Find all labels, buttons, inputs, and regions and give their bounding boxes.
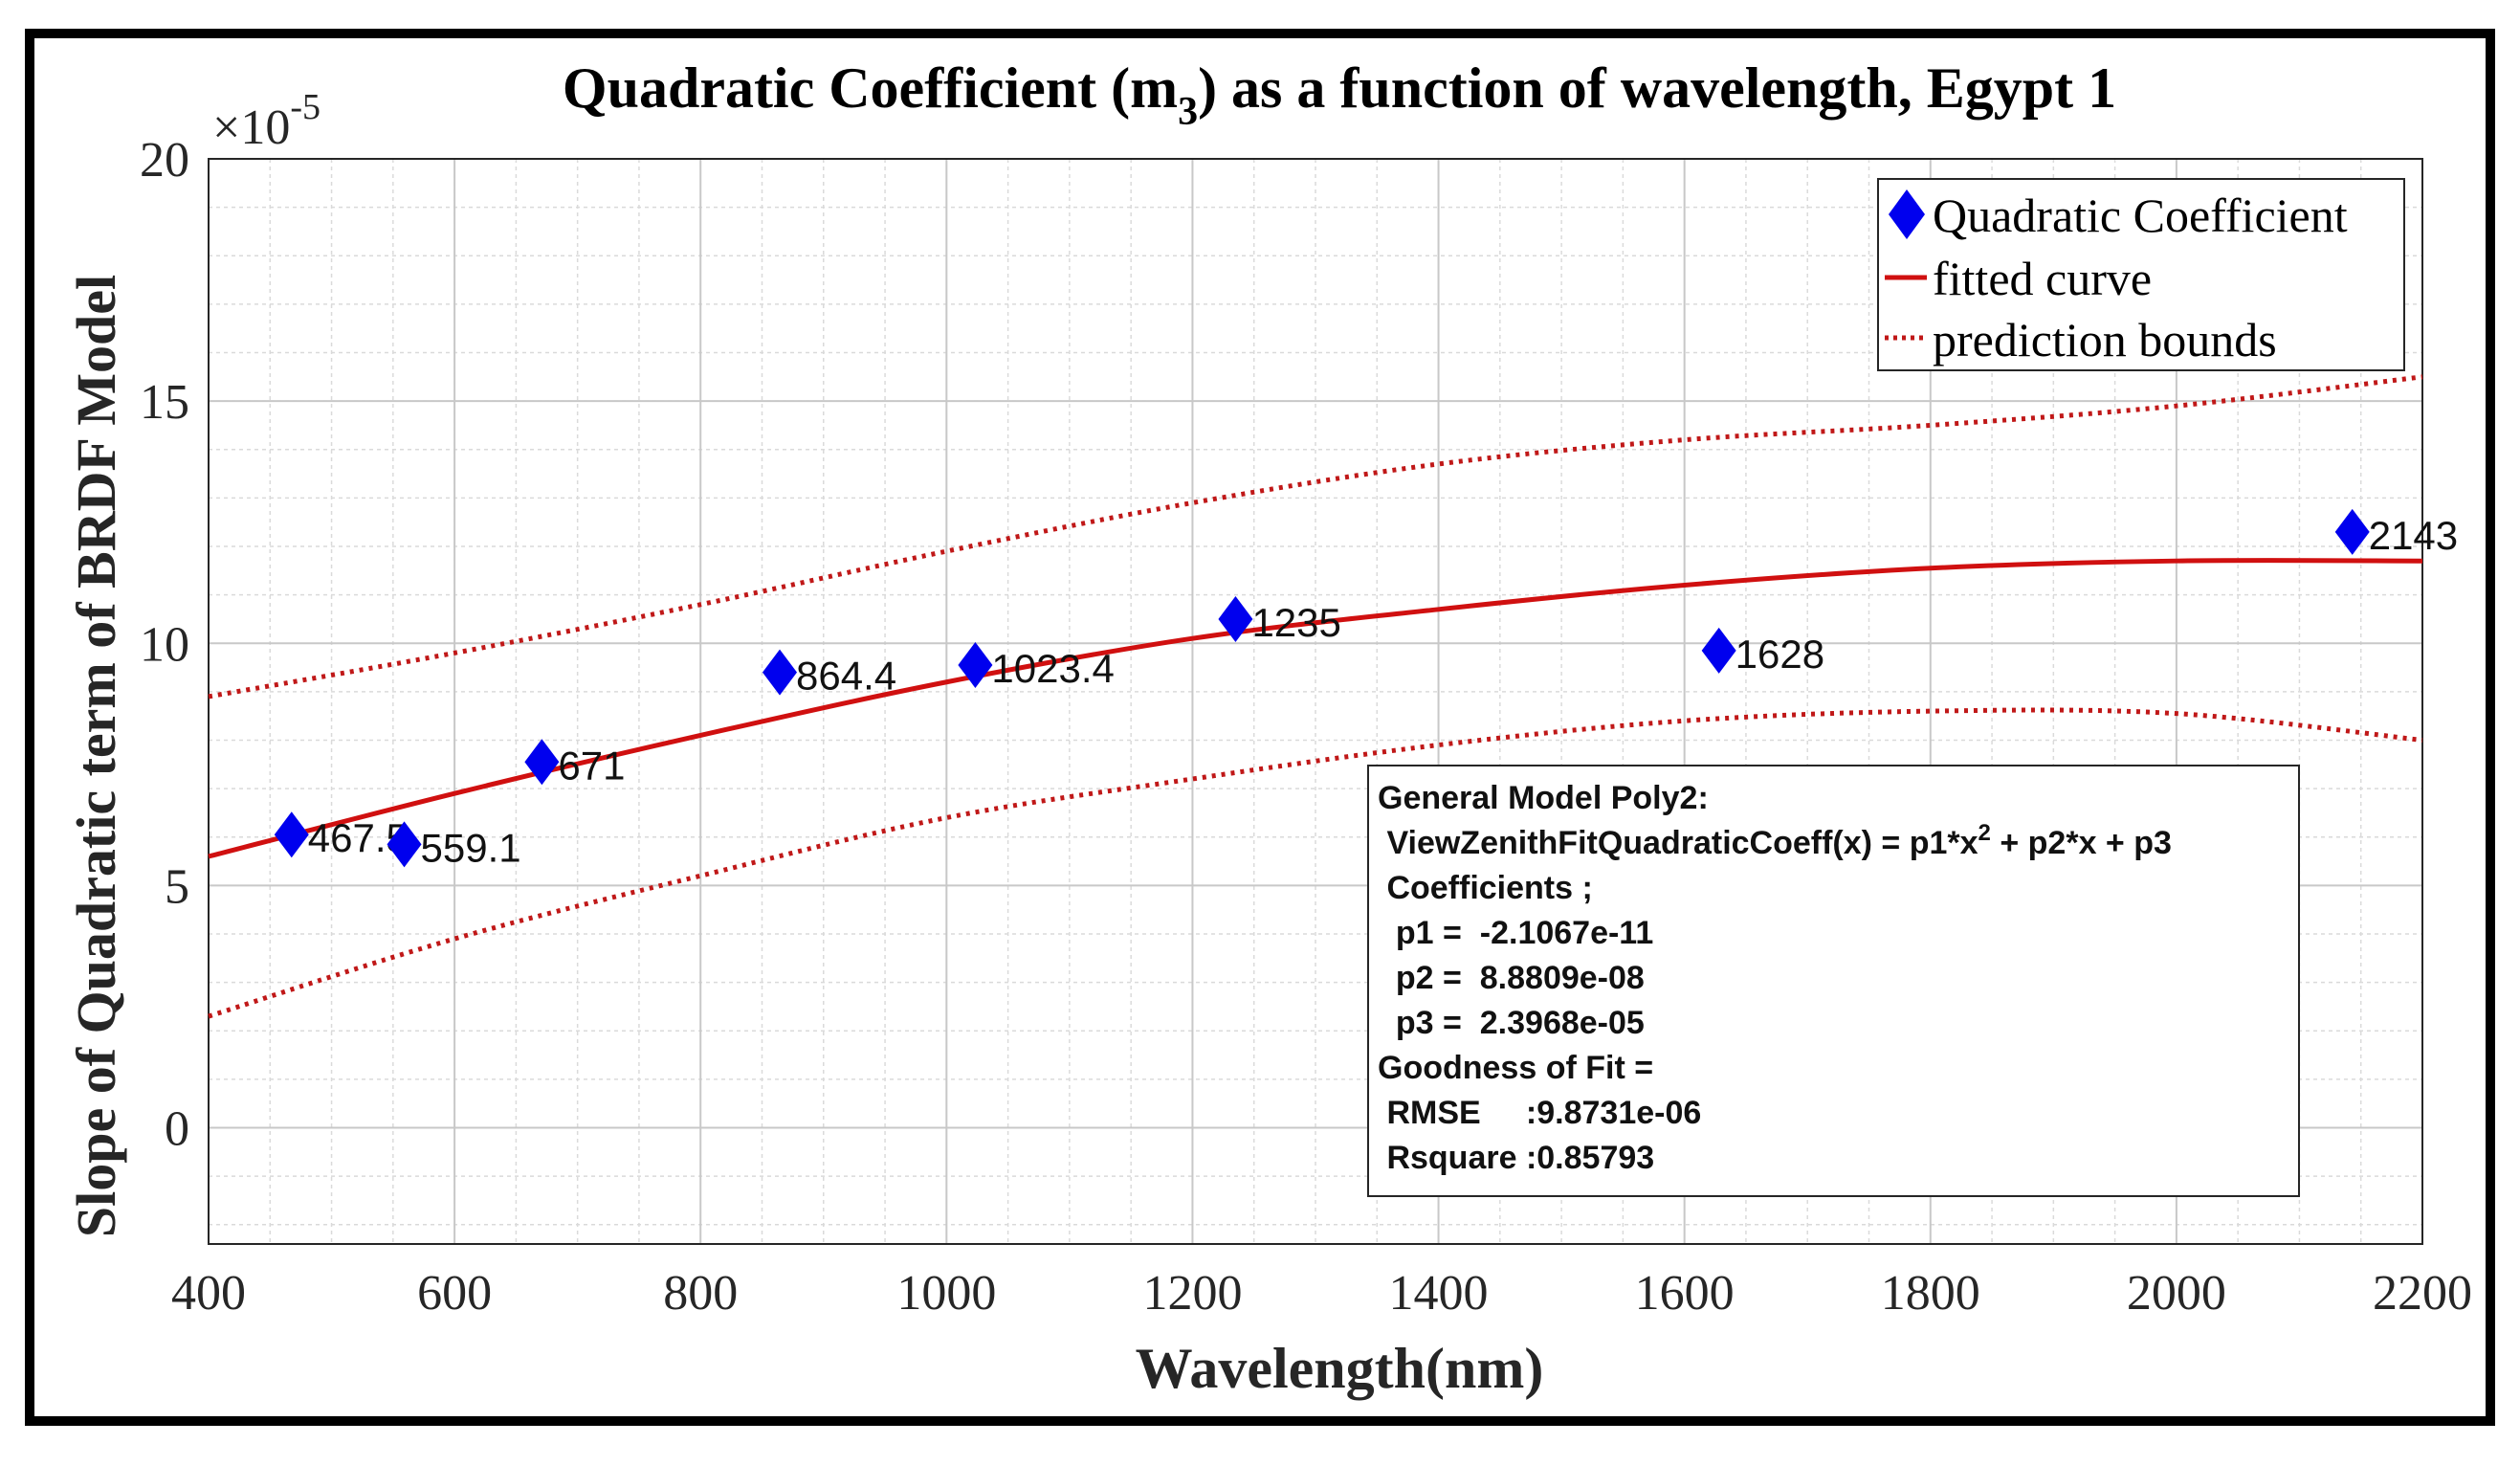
data-point-label: 1023.4 — [991, 646, 1114, 691]
data-point — [763, 649, 798, 696]
y-tick-label: 20 — [140, 133, 189, 188]
data-point-label: 1235 — [1251, 600, 1340, 645]
annotation-line: ViewZenithFitQuadraticCoeff(x) = p1*x2 +… — [1378, 820, 2172, 861]
x-tick-label: 1600 — [1635, 1266, 1735, 1321]
y-tick-label: 5 — [165, 859, 189, 914]
tick-labels: 400 600 800 1000 1200 1400 1600 1800 2000 2200 0 5 1… — [140, 133, 2472, 1321]
plot-area-border — [208, 158, 2423, 1245]
legend: Quadratic Coefficient fitted curve predi… — [1877, 178, 2405, 371]
x-tick-label: 600 — [417, 1266, 492, 1321]
data-point — [1218, 595, 1253, 642]
x-tick-label: 400 — [171, 1266, 246, 1321]
data-point-label: 2143 — [2369, 513, 2458, 558]
annotation-lines: General Model Poly2: ViewZenithFitQuadra… — [1378, 780, 2172, 1176]
annotation-line: p2 = 8.8809e-08 — [1378, 960, 1645, 996]
annotation-line: p1 = -2.1067e-11 — [1378, 915, 1653, 951]
x-tick-label: 2000 — [2127, 1266, 2226, 1321]
data-point-label: 671 — [558, 743, 625, 788]
lower-prediction-bound — [208, 707, 2423, 1019]
x-tick-label: 1400 — [1389, 1266, 1489, 1321]
annotation-line: Goodness of Fit = — [1378, 1050, 1653, 1086]
legend-label-quadratic-coefficient: Quadratic Coefficient — [1933, 189, 2348, 242]
annotation-line: Rsquare :0.85793 — [1378, 1140, 1654, 1176]
data-point-label: 467.5 — [308, 815, 409, 860]
data-point — [958, 642, 993, 689]
upper-prediction-bound — [208, 374, 2423, 700]
fitted-curve-line — [208, 558, 2423, 859]
legend-label-prediction-bounds: prediction bounds — [1933, 313, 2277, 366]
data-point — [274, 811, 309, 858]
x-tick-label: 1800 — [1881, 1266, 1980, 1321]
series-layer: 467.5 559.1 671 864.4 1023.4 1235 1628 2143 — [208, 374, 2458, 1019]
data-point-label: 1628 — [1735, 632, 1824, 677]
fit-annotation-box: General Model Poly2: ViewZenithFitQuadra… — [1367, 765, 2300, 1197]
legend-diamond-marker — [1889, 189, 1925, 239]
legend-box — [1877, 178, 2405, 371]
y-axis-exponent: ×10-5 — [212, 87, 321, 155]
x-tick-label: 1200 — [1142, 1266, 1242, 1321]
data-point — [1701, 627, 1736, 674]
data-point-label: 864.4 — [796, 654, 896, 699]
chart-frame — [25, 29, 2495, 1426]
annotation-line: RMSE :9.8731e-06 — [1378, 1095, 1701, 1131]
x-tick-label: 2200 — [2373, 1266, 2472, 1321]
data-point-label: 559.1 — [421, 825, 521, 870]
y-axis-label: Slope of Quadratic term of BRDF Model — [65, 275, 127, 1237]
x-axis-label: Wavelength(nm) — [1136, 1337, 1544, 1400]
legend-label-fitted-curve: fitted curve — [1933, 252, 2152, 305]
data-point — [387, 821, 422, 868]
x-tick-label: 1000 — [896, 1266, 996, 1321]
data-point — [524, 739, 560, 786]
data-point — [2334, 508, 2370, 555]
y-tick-label: 15 — [140, 375, 189, 430]
annotation-line: p3 = 2.3968e-05 — [1378, 1005, 1645, 1041]
chart-title: Quadratic Coefficient (m3) as a function… — [563, 56, 2116, 134]
y-tick-label: 10 — [140, 617, 189, 672]
x-tick-label: 800 — [663, 1266, 738, 1321]
y-tick-label: 0 — [165, 1102, 189, 1157]
annotation-line: Coefficients ; — [1378, 870, 1593, 906]
annotation-line: General Model Poly2: — [1378, 780, 1709, 816]
annotation-box — [1367, 765, 2300, 1197]
